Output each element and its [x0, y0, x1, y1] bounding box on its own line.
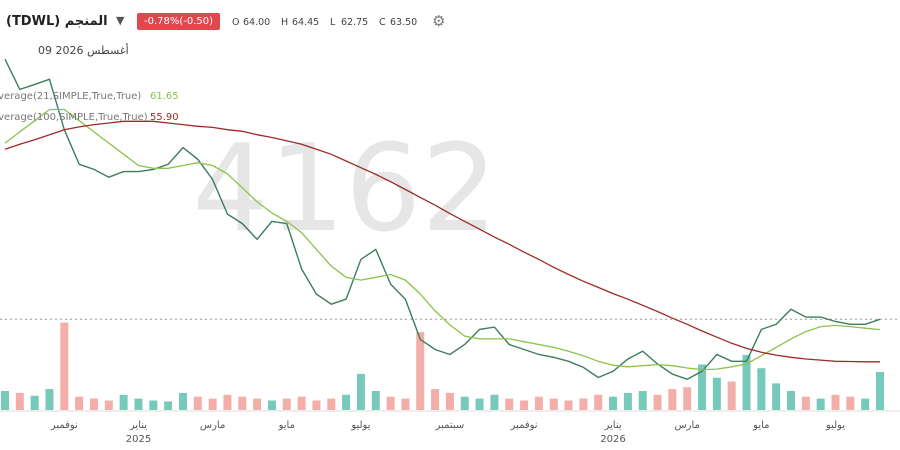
x-tick-label: يناير — [603, 420, 621, 431]
moving-average-line — [4, 108, 881, 371]
x-tick-label: نوفمبر — [50, 420, 78, 431]
volume-bar — [445, 392, 454, 410]
volume-bar — [30, 395, 39, 410]
volume-bar — [787, 391, 796, 410]
ohlc-value: 63.50 — [390, 17, 418, 28]
volume-bar — [727, 381, 736, 410]
volume-bar — [1, 391, 9, 410]
volume-bar — [89, 398, 98, 410]
volume-bar — [594, 394, 603, 410]
price-line — [4, 58, 881, 380]
volume-bar — [238, 396, 247, 410]
symbol-dropdown[interactable]: ▼ — [116, 14, 125, 27]
ohlc-value: 62.75 — [341, 17, 369, 28]
x-tick-label: مايو — [278, 420, 295, 431]
volume-bar — [638, 391, 647, 410]
volume-bar — [178, 392, 187, 410]
x-tick-label: يوليو — [350, 420, 370, 431]
volume-bar — [416, 332, 425, 410]
volume-bar — [15, 392, 24, 410]
volume-bar — [431, 389, 440, 410]
ohlc-label: L — [330, 17, 336, 28]
x-tick-label: يناير — [129, 420, 147, 431]
legend-value: 61.65 — [150, 91, 179, 102]
volume-bar — [816, 398, 825, 410]
legend-value: 55.90 — [150, 112, 179, 123]
x-tick-year: 2025 — [126, 434, 151, 445]
volume-bar — [668, 389, 677, 410]
x-tick-label: مايو — [752, 420, 769, 431]
volume-bar — [505, 398, 514, 410]
volume-bar — [327, 398, 336, 410]
volume-bar — [208, 398, 217, 410]
volume-bar — [297, 396, 306, 410]
volume-bar — [45, 389, 54, 410]
date: 09 أغسطس 2026 — [38, 44, 129, 57]
ohlc-label: O — [232, 17, 240, 28]
volume-bar — [312, 400, 321, 410]
x-tick-label: يوليو — [825, 420, 845, 431]
volume-bar — [861, 398, 870, 410]
volume-bar — [164, 401, 173, 410]
volume-bar — [742, 354, 751, 410]
volume-bar — [579, 398, 588, 410]
x-tick-label: نوفمبر — [510, 420, 538, 431]
volume-bar — [846, 396, 855, 410]
x-tick-year: 2026 — [600, 434, 625, 445]
volume-bar — [356, 373, 365, 410]
volume-bar — [831, 394, 840, 410]
volume-bar — [342, 394, 351, 410]
volume-bar — [267, 400, 276, 410]
volume-bar — [149, 400, 158, 410]
x-tick-label: مارس — [200, 420, 225, 431]
watermark: 4162 — [192, 120, 497, 259]
volume-bar — [490, 394, 499, 410]
ohlc-label: H — [281, 17, 289, 28]
volume-bar — [119, 394, 128, 410]
volume-bar — [683, 387, 692, 410]
volume-bar — [104, 400, 113, 410]
settings-button[interactable]: ⚙ — [432, 12, 446, 30]
volume-bar — [623, 392, 632, 410]
ohlc-label: C — [379, 17, 386, 28]
volume-bar — [75, 396, 84, 410]
volume-bar — [401, 398, 410, 410]
volume-bar — [772, 383, 781, 410]
volume-bar — [134, 398, 143, 410]
ohlc-value: 64.00 — [243, 17, 271, 28]
volume-bar — [475, 398, 484, 410]
volume-bar — [712, 377, 721, 410]
volume-bar — [371, 391, 380, 410]
moving-average-line — [4, 120, 880, 363]
volume-bar — [801, 396, 810, 410]
volume-bar — [698, 364, 707, 410]
volume-bar — [534, 396, 543, 410]
volume-bar — [282, 398, 291, 410]
symbol[interactable]: (TDWL) المنجم — [6, 14, 108, 29]
x-tick-label: سبتمبر — [435, 420, 465, 431]
volume-bar — [386, 396, 395, 410]
volume-bar — [876, 372, 884, 410]
price-change: -0.78%(-0.50) — [137, 13, 221, 30]
volume-bar — [460, 396, 469, 410]
volume-bar — [549, 398, 558, 410]
volume-bar — [223, 394, 232, 410]
ohlc-value: 64.45 — [292, 17, 320, 28]
x-tick-label: مارس — [674, 420, 699, 431]
volume-bar — [193, 396, 202, 410]
volume-bar — [520, 400, 529, 410]
volume-bar — [60, 322, 69, 410]
legend-name: average(100,SIMPLE,True,True) — [0, 112, 148, 123]
volume-bar — [564, 400, 573, 410]
volume-bar — [653, 394, 662, 410]
volume-bar — [757, 368, 766, 410]
legend-name: average(21,SIMPLE,True,True) — [0, 91, 141, 102]
volume-bar — [253, 398, 262, 410]
volume-bar — [609, 396, 618, 410]
